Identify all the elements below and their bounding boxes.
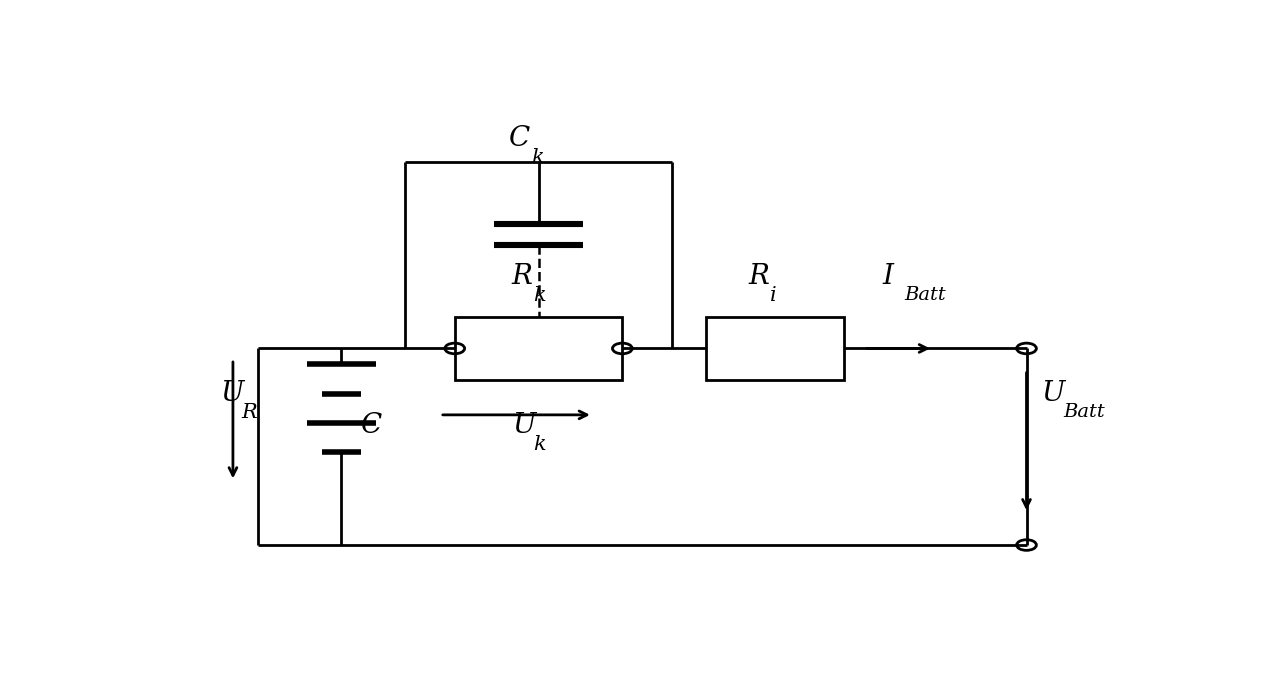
Text: U: U [1042, 380, 1065, 407]
Text: I: I [883, 263, 893, 290]
Text: i: i [770, 286, 777, 305]
Text: k: k [530, 148, 543, 167]
Bar [706, 317, 845, 380]
Text: Batt: Batt [1063, 403, 1104, 421]
Text: R: R [242, 403, 257, 422]
Text: C: C [509, 125, 530, 152]
Text: Batt: Batt [904, 286, 946, 304]
Text: k: k [534, 435, 546, 453]
Text: k: k [534, 286, 546, 305]
Text: U: U [511, 412, 536, 439]
Text: U: U [220, 380, 243, 407]
Text: C: C [361, 412, 383, 439]
Text: R: R [511, 263, 533, 290]
Bar [455, 317, 622, 380]
Text: R: R [748, 263, 770, 290]
